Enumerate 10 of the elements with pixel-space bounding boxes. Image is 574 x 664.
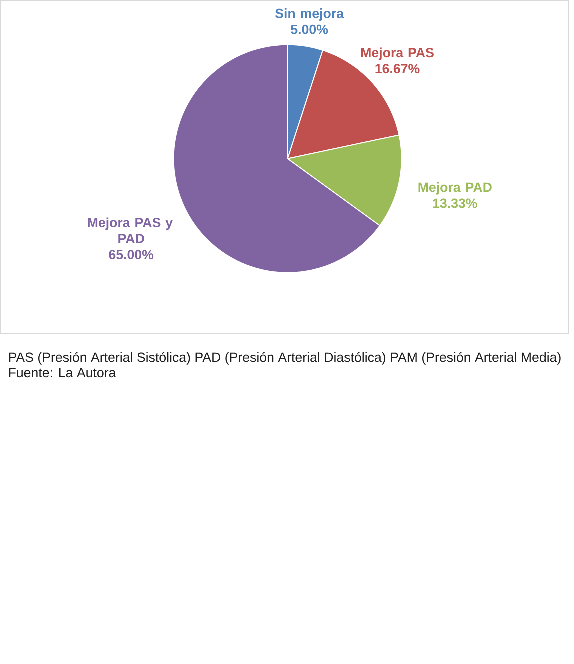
data-label: 13.33%: [433, 198, 478, 208]
data-label: 16.67%: [376, 64, 420, 74]
data-label: 65.00%: [109, 250, 154, 260]
data-label: 5.00%: [291, 24, 328, 34]
text: PAS (Presión Arterial Sistólica) PAD (Presión Arterial Diastólica) PAM (Presión Arterial Media): [9, 352, 561, 365]
slice-label: Sin mejora: [275, 8, 344, 21]
slice-label: Mejora PAD: [418, 182, 492, 195]
slice-label: Mejora PAS: [361, 48, 434, 60]
source-note: Fuente: La Autora: [9, 368, 116, 378]
slice-label: Mejora PAS y PAD: [88, 218, 173, 244]
